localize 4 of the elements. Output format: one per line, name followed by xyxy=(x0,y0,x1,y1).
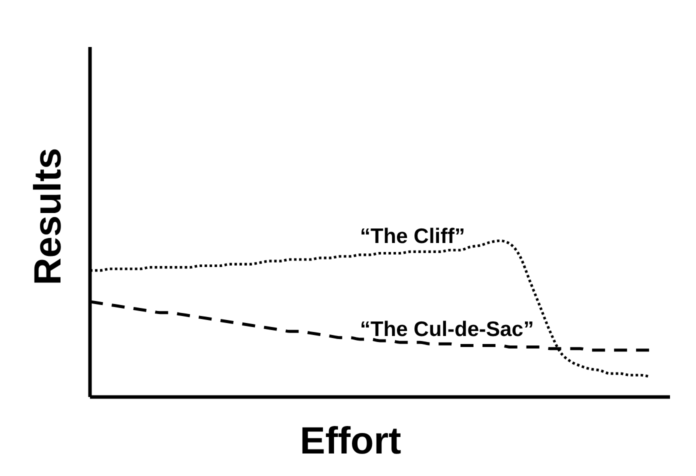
y-axis-title: Results xyxy=(28,148,70,286)
x-axis-title: Effort xyxy=(300,420,402,462)
series-label: “The Cliff” xyxy=(360,224,465,248)
series-label: “The Cul-de-Sac” xyxy=(360,318,534,342)
